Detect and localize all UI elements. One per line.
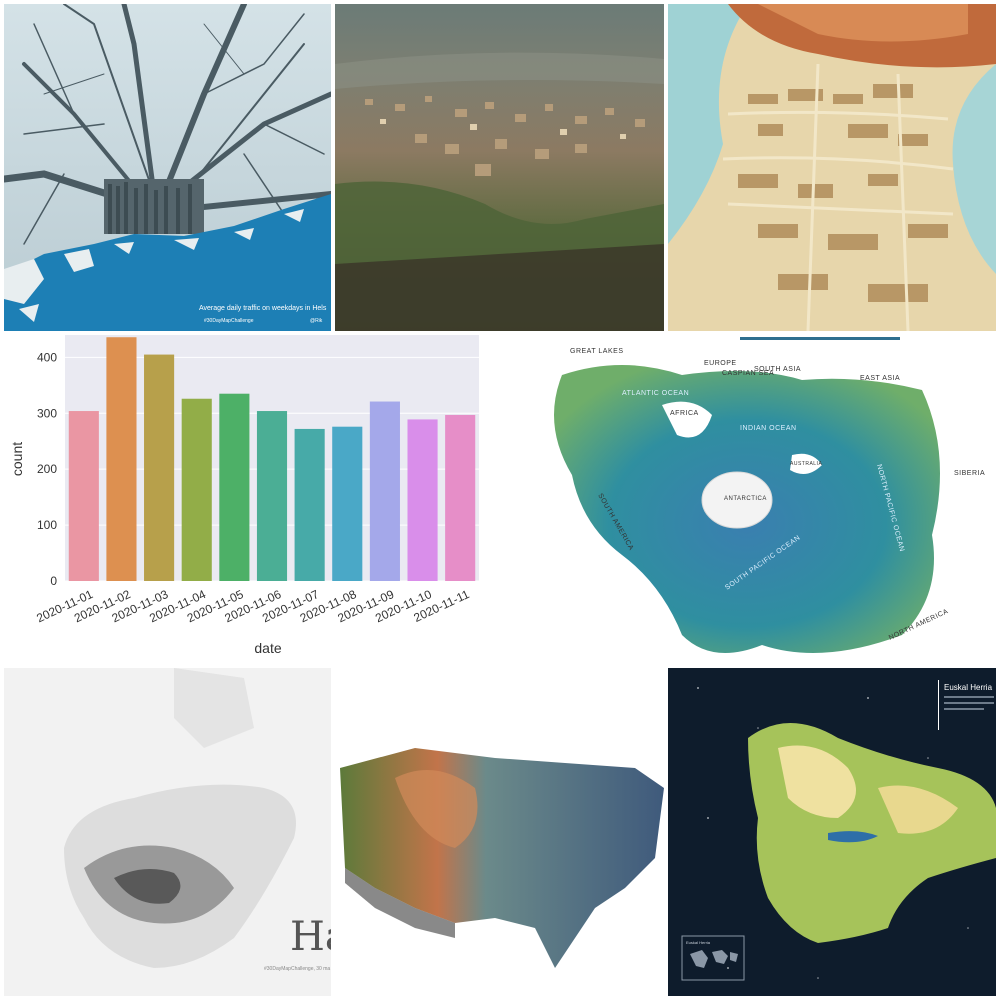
bar-2020-11-01 xyxy=(68,411,99,581)
coastal-town-map xyxy=(668,4,996,331)
tilt-shift-city-render xyxy=(335,4,664,331)
map-title: Euskal Herria xyxy=(944,683,993,692)
label-australia: AUSTRALIA xyxy=(790,461,822,467)
y-tick-label: 300 xyxy=(37,406,57,420)
title-block: Euskal Herria xyxy=(938,680,994,730)
inset-title: Euskal Herria xyxy=(686,940,711,945)
y-tick-label: 0 xyxy=(50,574,57,588)
label-siberia: SIBERIA xyxy=(954,470,985,477)
label-africa: AFRICA xyxy=(670,410,699,417)
bar-2020-11-08 xyxy=(332,426,363,581)
bar-2020-11-07 xyxy=(294,428,325,581)
caption-text: Average daily traffic on weekdays in Hel… xyxy=(199,305,327,312)
map-subtitle: #30DayMapChallenge, 30 ma xyxy=(264,966,330,972)
label-atlantic-ocean: ATLANTIC OCEAN xyxy=(622,390,689,397)
bar-2020-11-06 xyxy=(256,411,288,581)
relief-graphic: Ha #30DayMapChallenge, 30 ma xyxy=(4,668,331,996)
credit-text: @Rik xyxy=(310,318,323,324)
label-antarctica: ANTARCTICA xyxy=(724,496,767,502)
bar-2020-11-05 xyxy=(219,393,250,581)
euskal-herria-map: Euskal Herria Euskal Herria xyxy=(668,668,996,996)
x-axis-label: date xyxy=(254,640,281,656)
hashtag-text: #30DayMapChallenge xyxy=(204,318,254,324)
label-caspian-sea: CASPIAN SEA xyxy=(722,370,774,377)
y-tick-label: 200 xyxy=(37,462,57,476)
map-title: Ha xyxy=(290,914,331,960)
bar-2020-11-04 xyxy=(181,398,212,581)
label-south-asia: SOUTH ASIA xyxy=(754,366,801,373)
bar-2020-11-02 xyxy=(106,337,137,581)
label-indian-ocean: INDIAN OCEAN xyxy=(740,425,797,432)
world-ocean-map: GREAT LAKES EUROPE CASPIAN SEA SOUTH ASI… xyxy=(502,335,996,665)
city-render-graphic xyxy=(335,4,664,331)
y-axis-label: count xyxy=(9,442,25,476)
bar-chart-panel: 0 100 200 300 400 2020-11-01 2020-11-02 2020-1… xyxy=(4,335,499,665)
grayscale-relief-map: Ha #30DayMapChallenge, 30 ma xyxy=(4,668,331,996)
helsinki-traffic-map: Average daily traffic on weekdays in Hel… xyxy=(4,4,331,331)
ocean-map-graphic: GREAT LAKES EUROPE CASPIAN SEA SOUTH ASI… xyxy=(554,337,985,653)
bar-2020-11-10 xyxy=(407,419,438,581)
label-europe: EUROPE xyxy=(704,360,737,367)
inset-world-map: Euskal Herria xyxy=(681,935,745,981)
label-east-asia: EAST ASIA xyxy=(860,375,900,382)
label-great-lakes: GREAT LAKES xyxy=(570,348,623,355)
us-relief-graphic xyxy=(340,748,664,968)
3d-us-relief-map xyxy=(335,668,664,996)
bar-2020-11-11 xyxy=(445,414,476,581)
traffic-flow-graphic: Average daily traffic on weekdays in Hel… xyxy=(4,4,331,331)
y-tick-label: 400 xyxy=(37,350,57,364)
bar-2020-11-09 xyxy=(369,401,400,581)
bar-2020-11-03 xyxy=(144,354,175,581)
euskal-herria-graphic: Euskal Herria Euskal Herria xyxy=(668,668,996,996)
y-tick-label: 100 xyxy=(37,518,57,532)
coastal-town-graphic xyxy=(668,4,996,331)
